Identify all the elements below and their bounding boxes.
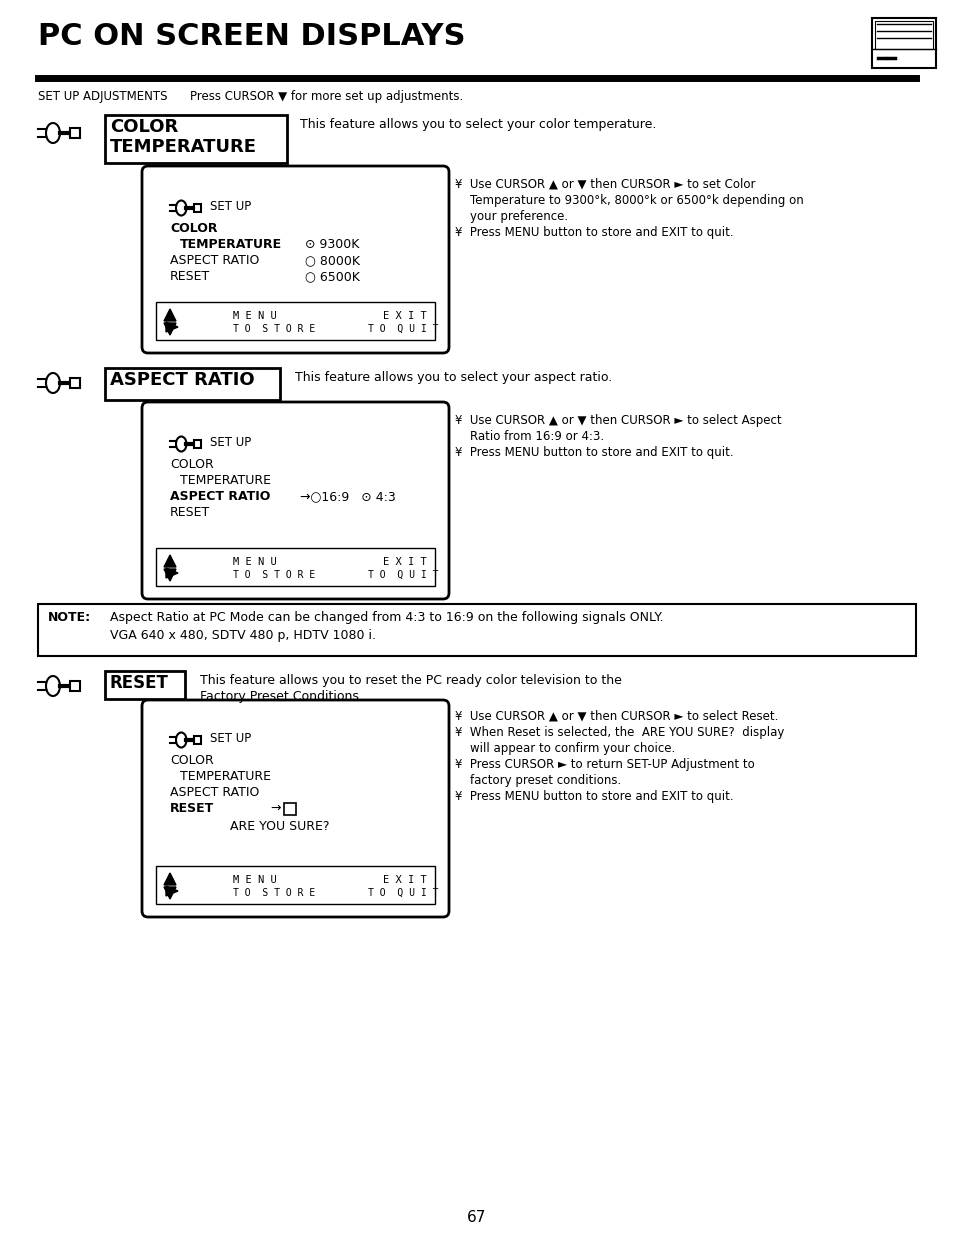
Text: Aspect Ratio at PC Mode can be changed from 4:3 to 16:9 on the following signals: Aspect Ratio at PC Mode can be changed f… [110, 611, 662, 624]
Bar [284, 803, 295, 815]
Bar [874, 21, 932, 48]
Text: COLOR: COLOR [170, 458, 213, 471]
Text: TEMPERATURE: TEMPERATURE [180, 474, 271, 487]
Text: RESET: RESET [110, 674, 169, 692]
Text: ¥  Press MENU button to store and EXIT to quit.: ¥ Press MENU button to store and EXIT to… [455, 226, 733, 240]
Text: T O  Q U I T: T O Q U I T [368, 571, 438, 580]
Text: PC ON SCREEN DISPLAYS: PC ON SCREEN DISPLAYS [38, 22, 465, 51]
Ellipse shape [46, 124, 60, 143]
Text: ASPECT RATIO: ASPECT RATIO [170, 785, 259, 799]
Text: factory preset conditions.: factory preset conditions. [455, 774, 620, 787]
Text: ASPECT RATIO: ASPECT RATIO [170, 490, 270, 503]
Text: RESET: RESET [170, 270, 210, 283]
Text: ¥  Press MENU button to store and EXIT to quit.: ¥ Press MENU button to store and EXIT to… [455, 446, 733, 459]
Polygon shape [164, 324, 175, 335]
Text: COLOR: COLOR [110, 119, 178, 136]
FancyBboxPatch shape [142, 403, 449, 599]
Polygon shape [164, 569, 175, 580]
Text: ¥  When Reset is selected, the  ARE YOU SURE?  display: ¥ When Reset is selected, the ARE YOU SU… [455, 726, 783, 739]
Text: will appear to confirm your choice.: will appear to confirm your choice. [455, 742, 675, 755]
Text: ¥  Use CURSOR ▲ or ▼ then CURSOR ► to set Color: ¥ Use CURSOR ▲ or ▼ then CURSOR ► to set… [455, 178, 755, 191]
Text: ○ 6500K: ○ 6500K [305, 270, 359, 283]
Text: T O  S T O R E: T O S T O R E [233, 324, 314, 333]
Bar [871, 19, 935, 68]
Text: →: → [270, 802, 280, 815]
Text: SET UP ADJUSTMENTS: SET UP ADJUSTMENTS [38, 90, 168, 103]
Text: COLOR: COLOR [170, 755, 213, 767]
Text: E X I T: E X I T [382, 557, 426, 567]
Text: ¥  Press MENU button to store and EXIT to quit.: ¥ Press MENU button to store and EXIT to… [455, 790, 733, 803]
Text: 67: 67 [467, 1210, 486, 1225]
Polygon shape [164, 887, 175, 899]
Text: Ratio from 16:9 or 4:3.: Ratio from 16:9 or 4:3. [455, 430, 603, 443]
FancyBboxPatch shape [142, 165, 449, 353]
Bar [193, 736, 201, 743]
Text: NOTE:: NOTE: [48, 611, 91, 624]
Polygon shape [166, 885, 178, 897]
Text: →○16:9   ⊙ 4:3: →○16:9 ⊙ 4:3 [299, 490, 395, 503]
Text: TEMPERATURE: TEMPERATURE [180, 769, 271, 783]
Text: TEMPERATURE: TEMPERATURE [180, 238, 282, 251]
Bar [70, 378, 80, 388]
Text: ¥  Use CURSOR ▲ or ▼ then CURSOR ► to select Reset.: ¥ Use CURSOR ▲ or ▼ then CURSOR ► to sel… [455, 710, 778, 722]
Bar [156, 548, 435, 585]
Text: Press CURSOR ▼ for more set up adjustments.: Press CURSOR ▼ for more set up adjustmen… [190, 90, 463, 103]
Text: ¥  Press CURSOR ► to return SET-UP Adjustment to: ¥ Press CURSOR ► to return SET-UP Adjust… [455, 758, 754, 771]
Text: ¥  Use CURSOR ▲ or ▼ then CURSOR ► to select Aspect: ¥ Use CURSOR ▲ or ▼ then CURSOR ► to sel… [455, 414, 781, 427]
FancyBboxPatch shape [142, 700, 449, 918]
Ellipse shape [175, 200, 186, 215]
Text: This feature allows you to select your aspect ratio.: This feature allows you to select your a… [294, 370, 612, 384]
Text: RESET: RESET [170, 506, 210, 519]
Text: Factory Preset Conditions.: Factory Preset Conditions. [200, 690, 362, 703]
Ellipse shape [175, 436, 186, 452]
Polygon shape [164, 555, 175, 567]
Text: RESET: RESET [170, 802, 214, 815]
Text: ASPECT RATIO: ASPECT RATIO [110, 370, 254, 389]
Text: T O  Q U I T: T O Q U I T [368, 888, 438, 898]
Text: E X I T: E X I T [382, 311, 426, 321]
Text: M E N U: M E N U [233, 876, 276, 885]
Text: ○ 8000K: ○ 8000K [305, 254, 359, 267]
Text: VGA 640 x 480, SDTV 480 p, HDTV 1080 i.: VGA 640 x 480, SDTV 480 p, HDTV 1080 i. [110, 629, 375, 642]
Ellipse shape [46, 373, 60, 393]
Text: ARE YOU SURE?: ARE YOU SURE? [230, 820, 329, 832]
Text: SET UP: SET UP [210, 732, 251, 745]
Ellipse shape [46, 676, 60, 697]
Text: T O  S T O R E: T O S T O R E [233, 888, 314, 898]
Text: E X I T: E X I T [382, 876, 426, 885]
Text: ⊙ 9300K: ⊙ 9300K [305, 238, 359, 251]
Text: Temperature to 9300°k, 8000°k or 6500°k depending on: Temperature to 9300°k, 8000°k or 6500°k … [455, 194, 803, 207]
Polygon shape [166, 322, 178, 332]
Ellipse shape [175, 732, 186, 747]
Polygon shape [164, 309, 175, 321]
Bar [193, 204, 201, 211]
Bar [156, 303, 435, 340]
Text: T O  Q U I T: T O Q U I T [368, 324, 438, 333]
Bar [156, 866, 435, 904]
Text: TEMPERATURE: TEMPERATURE [110, 138, 256, 156]
Text: COLOR: COLOR [170, 222, 217, 235]
Text: SET UP: SET UP [210, 200, 251, 212]
Bar [193, 440, 201, 448]
Polygon shape [164, 873, 175, 885]
Bar [105, 368, 280, 400]
Text: ASPECT RATIO: ASPECT RATIO [170, 254, 259, 267]
Bar [70, 680, 80, 692]
Text: your preference.: your preference. [455, 210, 568, 224]
Bar [38, 604, 915, 656]
Text: M E N U: M E N U [233, 557, 276, 567]
Bar [70, 128, 80, 138]
Polygon shape [166, 568, 178, 578]
Text: This feature allows you to reset the PC ready color television to the: This feature allows you to reset the PC … [200, 674, 621, 687]
Text: T O  S T O R E: T O S T O R E [233, 571, 314, 580]
Bar [105, 115, 287, 163]
Text: This feature allows you to select your color temperature.: This feature allows you to select your c… [299, 119, 656, 131]
Bar [105, 671, 185, 699]
Text: M E N U: M E N U [233, 311, 276, 321]
Text: SET UP: SET UP [210, 436, 251, 450]
